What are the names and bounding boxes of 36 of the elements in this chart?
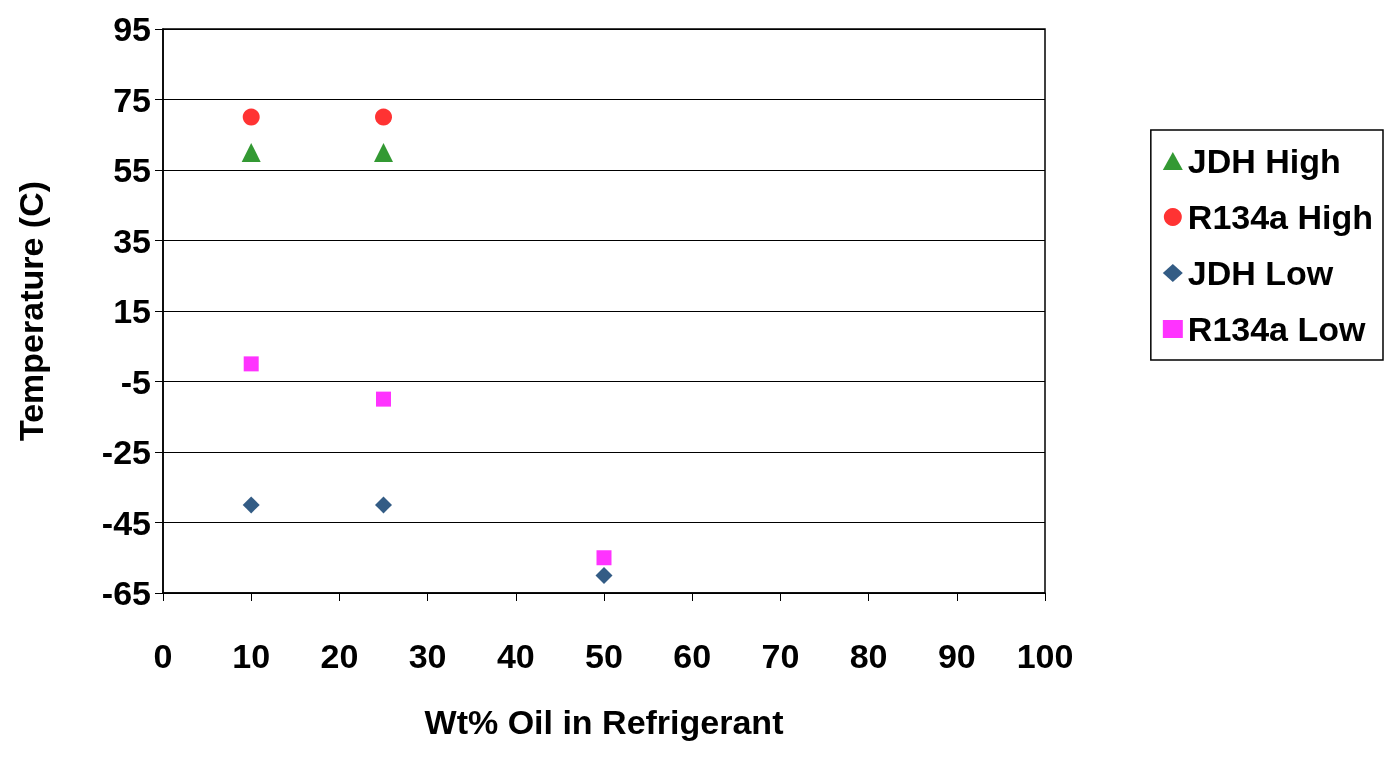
y-tick-label: -5 (120, 362, 151, 401)
legend-label: JDH Low (1187, 254, 1334, 292)
x-tick-label: 70 (761, 637, 800, 675)
point (376, 391, 391, 407)
point (242, 108, 260, 126)
point (242, 496, 260, 514)
x-tick-label: 100 (1016, 637, 1074, 675)
y-tick-label: 75 (113, 80, 151, 119)
x-tick-label: 40 (496, 637, 535, 675)
x-tick-label: 60 (673, 637, 712, 675)
y-tick-label: 95 (113, 10, 151, 48)
x-tick-label: 10 (232, 637, 271, 675)
x-axis-title: Wt% Oil in Refrigerant (424, 703, 784, 741)
x-tick-label: 0 (153, 637, 173, 675)
x-tick-label: 90 (937, 637, 976, 675)
x-tick-label: 20 (320, 637, 359, 675)
y-tick-label: 35 (113, 221, 151, 260)
point (596, 550, 612, 566)
y-tick-label: -65 (101, 574, 151, 612)
legend-label: JDH High (1187, 142, 1341, 180)
y-tick-label: -25 (101, 433, 151, 471)
x-tick-label: 80 (849, 637, 888, 675)
y-tick-label: -45 (101, 503, 151, 542)
legend-label: R134a Low (1187, 310, 1366, 348)
point (375, 108, 392, 126)
point (374, 142, 393, 162)
point (595, 566, 613, 584)
point (375, 496, 392, 514)
x-tick-label: 30 (408, 637, 447, 675)
legend-label: R134a High (1187, 198, 1374, 236)
y-tick-label: 15 (113, 292, 151, 330)
point (243, 356, 259, 372)
y-axis-title: Temperature (C) (12, 180, 50, 442)
point (241, 142, 261, 162)
x-tick-label: 50 (585, 637, 623, 675)
y-tick-label: 55 (113, 151, 151, 189)
